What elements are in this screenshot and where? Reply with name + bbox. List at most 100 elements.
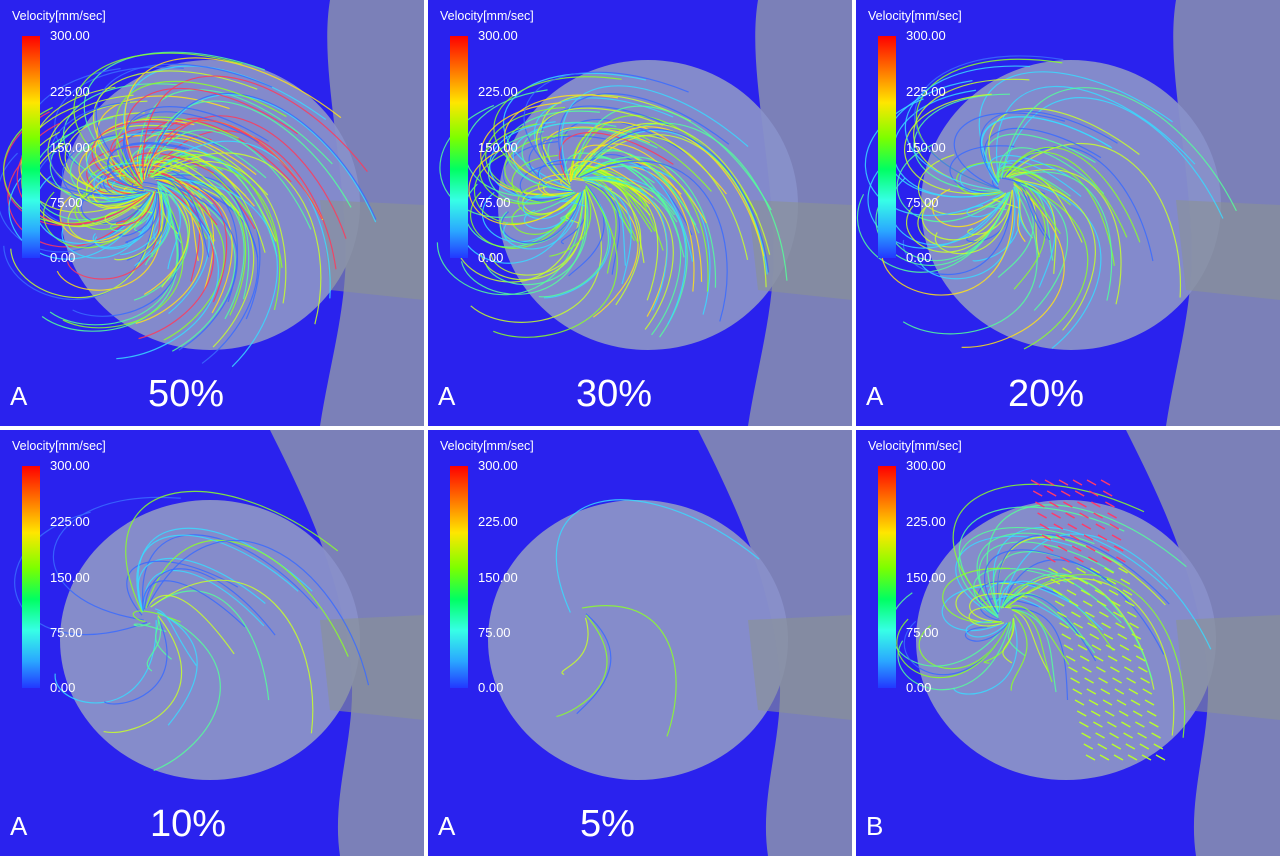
- streamline: [10, 190, 157, 299]
- streamline: [578, 156, 717, 288]
- streamline: [125, 88, 298, 184]
- streamline: [154, 177, 210, 258]
- streamline: [573, 143, 707, 224]
- velocity-vector: [1041, 534, 1052, 541]
- streamline: [93, 162, 149, 200]
- streamline: [1006, 573, 1186, 738]
- colorbar-tick: 150.00: [906, 140, 946, 155]
- streamline: [1012, 179, 1102, 349]
- velocity-vector: [1133, 644, 1144, 651]
- streamline: [145, 539, 349, 657]
- streamline: [1011, 608, 1057, 693]
- velocity-vector: [1138, 666, 1148, 673]
- velocity-vector: [1076, 710, 1087, 717]
- velocity-vector: [1100, 479, 1111, 486]
- streamline: [585, 181, 639, 318]
- colorbar-tick: 0.00: [50, 680, 76, 695]
- streamline: [522, 192, 581, 220]
- colorbar-tick: 0.00: [50, 250, 76, 265]
- velocity-vector: [1083, 534, 1094, 541]
- streamline: [118, 189, 158, 237]
- velocity-vector: [1095, 523, 1106, 530]
- streamline: [574, 122, 771, 255]
- velocity-vector: [1096, 600, 1107, 607]
- streamline: [1010, 614, 1028, 691]
- velocity-vector: [1072, 479, 1083, 486]
- velocity-vector: [1082, 666, 1092, 673]
- colorbar-tick: 0.00: [906, 680, 932, 695]
- velocity-vector: [1066, 589, 1077, 596]
- velocity-vector: [1060, 490, 1071, 497]
- streamline: [504, 134, 575, 197]
- panel-letter: A: [438, 381, 456, 411]
- streamline: [953, 112, 1066, 190]
- streamline: [1011, 608, 1053, 683]
- streamline: [96, 95, 230, 189]
- velocity-vector: [1070, 677, 1080, 684]
- velocity-vector: [1079, 721, 1089, 728]
- velocity-vector: [1061, 633, 1072, 640]
- velocity-vector: [1078, 578, 1089, 585]
- velocity-vector: [1151, 732, 1161, 739]
- streamline: [581, 605, 677, 737]
- streamline: [460, 189, 587, 295]
- streamline: [146, 594, 235, 655]
- streamline: [503, 94, 619, 191]
- velocity-vector: [1087, 622, 1097, 629]
- velocity-vector: [1149, 721, 1159, 728]
- streamline: [1011, 179, 1057, 274]
- streamline: [979, 110, 1118, 185]
- streamline: [1006, 163, 1115, 266]
- streamline: [964, 622, 1009, 642]
- velocity-vector: [1128, 688, 1139, 695]
- streamline: [76, 155, 150, 207]
- colorbar-tick: 0.00: [478, 250, 504, 265]
- velocity-vector: [1050, 578, 1061, 585]
- streamline: [155, 178, 255, 348]
- streamline: [120, 187, 163, 256]
- streamline: [149, 154, 283, 269]
- velocity-vector: [1109, 732, 1119, 739]
- velocity-vector: [1097, 743, 1108, 750]
- streamline: [570, 165, 647, 203]
- velocity-vector: [1123, 732, 1133, 739]
- streamline: [1011, 178, 1096, 331]
- velocity-vector: [1086, 479, 1097, 486]
- velocity-vector: [1100, 688, 1111, 695]
- velocity-vector: [1104, 710, 1115, 717]
- streamline: [942, 567, 1011, 624]
- streamline: [52, 496, 181, 621]
- streamline: [145, 184, 172, 266]
- streamline: [135, 182, 204, 325]
- velocity-vector: [1093, 721, 1103, 728]
- streamline: [142, 580, 246, 628]
- streamline: [584, 180, 620, 275]
- streamline: [584, 180, 617, 274]
- streamline: [154, 608, 197, 666]
- velocity-vector: [1140, 677, 1150, 684]
- streamline: [952, 483, 1145, 617]
- velocity-vector: [1113, 611, 1123, 618]
- streamline: [92, 174, 151, 209]
- velocity-colorbar: [22, 466, 40, 688]
- velocity-vector: [1109, 523, 1120, 530]
- streamline: [151, 175, 211, 236]
- velocity-vector: [1088, 556, 1098, 563]
- streamline: [1011, 609, 1050, 673]
- velocity-vector: [1155, 754, 1166, 761]
- flow-visualization: [488, 430, 852, 856]
- streamline: [138, 129, 267, 182]
- flow-visualization: [14, 430, 424, 856]
- velocity-vector: [1090, 710, 1101, 717]
- velocity-vector: [1093, 512, 1103, 519]
- streamline: [576, 130, 768, 275]
- streamline: [92, 190, 157, 249]
- streamline: [902, 190, 1013, 276]
- velocity-vector: [1118, 710, 1129, 717]
- panel-letter: A: [438, 811, 456, 841]
- streamline: [918, 189, 1016, 280]
- panel-percent: 5%: [580, 803, 635, 845]
- velocity-vector: [1063, 501, 1073, 508]
- streamline: [116, 182, 219, 360]
- colorbar-tick: 225.00: [906, 84, 946, 99]
